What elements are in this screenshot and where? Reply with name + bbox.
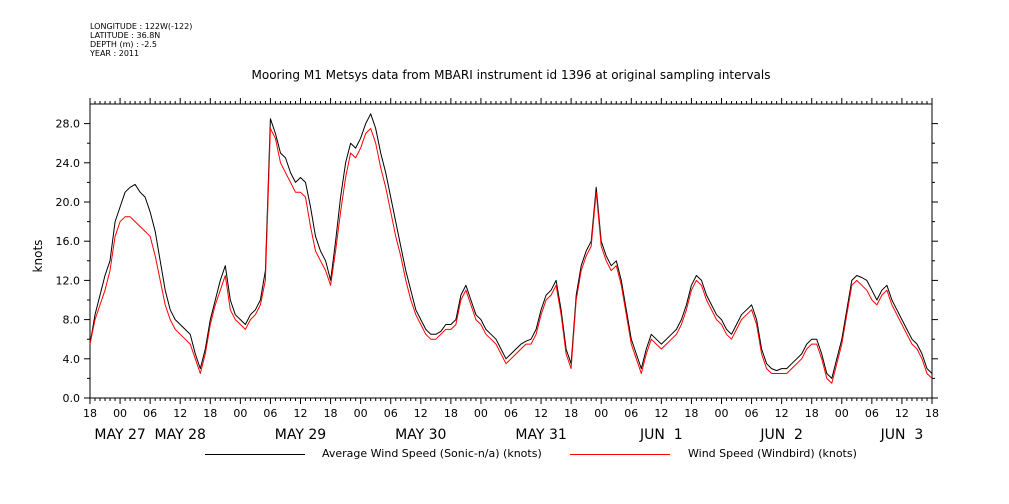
x-date-label: JUN 3 [880,427,924,443]
x-date-label: MAY 28 [155,427,206,443]
legend-swatch-windbird [570,454,670,455]
x-hour-label: 12 [895,407,909,420]
series-layer [89,113,933,384]
x-hour-label: 18 [444,407,458,420]
x-hour-label: 18 [203,407,217,420]
x-hour-label: 00 [354,407,368,420]
y-tick-label: 24.0 [56,157,81,170]
x-hour-label: 12 [173,407,187,420]
x-hour-label: 06 [384,407,398,420]
series-line-windbird [89,128,933,384]
series-line-sonic [89,113,933,379]
chart-title: Mooring M1 Metsys data from MBARI instru… [251,68,771,82]
depth-label: DEPTH (m) : -2.5 [90,40,157,49]
y-tick-label: 28.0 [56,118,81,131]
x-hour-label: 00 [474,407,488,420]
x-date-label: MAY 29 [275,427,326,443]
x-hour-label: 00 [594,407,608,420]
y-tick-label: 4.0 [63,353,81,366]
x-hour-label: 12 [534,407,548,420]
x-hour-label: 06 [143,407,157,420]
y-tick-label: 0.0 [63,392,81,405]
y-axis-label: knots [31,240,45,273]
x-hour-label: 12 [775,407,789,420]
x-hour-label: 12 [414,407,428,420]
legend-label-windbird: Wind Speed (Windbird) (knots) [688,447,857,460]
x-hour-label: 18 [805,407,819,420]
latitude-label: LATITUDE : 36.8N [90,31,161,40]
x-date-label: JUN 2 [759,427,803,443]
x-hour-label: 06 [745,407,759,420]
x-hour-label: 18 [925,407,939,420]
y-tick-label: 12.0 [56,274,81,287]
x-date-label: MAY 30 [395,427,446,443]
x-hour-label: 18 [83,407,97,420]
legend-swatch-sonic [205,454,305,455]
x-hour-label: 18 [684,407,698,420]
x-hour-label: 06 [865,407,879,420]
x-hour-label: 06 [263,407,277,420]
x-hour-label: 18 [324,407,338,420]
x-hour-label: 06 [504,407,518,420]
x-hour-label: 12 [654,407,668,420]
x-hour-label: 00 [113,407,127,420]
year-label: YEAR : 2011 [90,49,140,58]
x-hour-label: 00 [715,407,729,420]
x-hour-label: 12 [294,407,308,420]
x-hour-label: 06 [624,407,638,420]
legend: Average Wind Speed (Sonic-n/a) (knots) W… [0,447,1009,463]
x-date-label: JUN 1 [639,427,683,443]
x-hour-label: 18 [564,407,578,420]
y-tick-label: 16.0 [56,235,81,248]
legend-label-sonic: Average Wind Speed (Sonic-n/a) (knots) [322,447,542,460]
x-hour-label: 00 [233,407,247,420]
longitude-label: LONGITUDE : 122W(-122) [90,22,193,31]
x-hour-label: 00 [835,407,849,420]
axis-ticks: 0.0 4.0 8.0 12.0 16.0 20.0 24.0 28.0 18 00 06 12 18 0… [56,98,939,443]
y-tick-label: 8.0 [63,314,81,327]
metadata-block: LONGITUDE : 122W(-122) LATITUDE : 36.8N … [90,22,192,58]
x-date-label: MAY 27 [94,427,145,443]
x-date-label: MAY 31 [515,427,566,443]
y-tick-label: 20.0 [56,196,81,209]
